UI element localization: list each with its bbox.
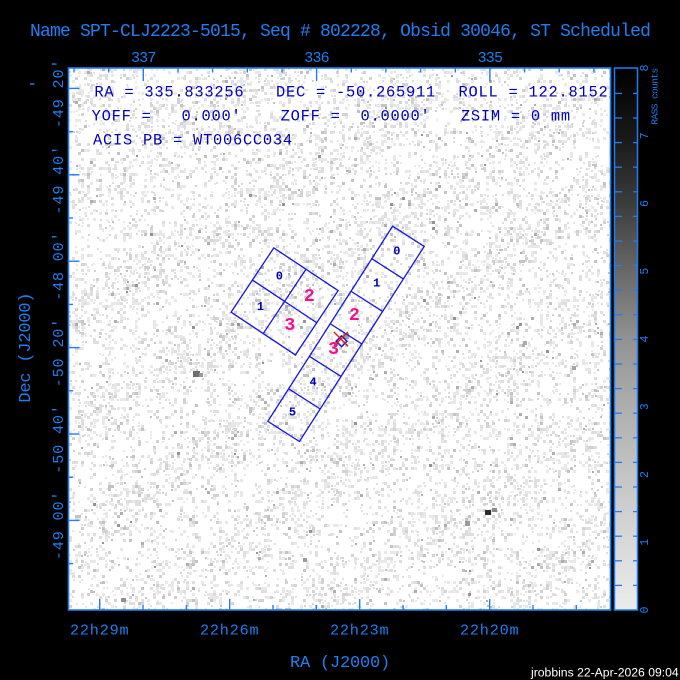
svg-text:-50 40': -50 40' [50, 404, 68, 473]
svg-text:RASS counts: RASS counts [650, 68, 661, 124]
svg-text:-48 00': -48 00' [50, 231, 68, 300]
svg-text:0: 0 [276, 270, 283, 284]
svg-text:2: 2 [304, 286, 315, 307]
svg-text:-49 40': -49 40' [50, 145, 68, 214]
svg-text:5: 5 [289, 406, 296, 420]
svg-text:7: 7 [639, 132, 652, 139]
svg-text:ACIS PB = WT006CC034: ACIS PB = WT006CC034 [93, 132, 293, 150]
svg-text:jrobbins 22-Apr-2026 09:04: jrobbins 22-Apr-2026 09:04 [530, 666, 679, 680]
svg-text:22h29m: 22h29m [70, 621, 129, 639]
svg-text:-49 00': -49 00' [50, 491, 68, 560]
svg-text:1: 1 [257, 300, 264, 314]
svg-text:3: 3 [639, 403, 652, 410]
svg-text:335: 335 [478, 50, 503, 67]
svg-text:4: 4 [309, 376, 316, 390]
svg-text:1: 1 [373, 276, 380, 290]
svg-text:ZSIM = 0 mm: ZSIM = 0 mm [461, 108, 571, 126]
svg-text:337: 337 [131, 50, 156, 67]
svg-text:Name SPT-CLJ2223-5015, Seq # 8: Name SPT-CLJ2223-5015, Seq # 802228, Obs… [30, 22, 650, 42]
svg-text:5: 5 [639, 268, 652, 275]
svg-text:22h23m: 22h23m [330, 621, 389, 639]
svg-text:YOFF = 0.000': YOFF = 0.000' [92, 108, 242, 126]
svg-text:2: 2 [639, 471, 652, 478]
svg-text:DEC = -50.265911: DEC = -50.265911 [276, 83, 436, 101]
svg-text:1: 1 [639, 539, 652, 546]
svg-text:6: 6 [639, 200, 652, 207]
svg-text:3: 3 [328, 339, 339, 360]
svg-text:-50 20': -50 20' [50, 318, 68, 387]
svg-text:22h20m: 22h20m [460, 621, 519, 639]
svg-text:3: 3 [284, 315, 295, 336]
svg-text:RA = 335.833256: RA = 335.833256 [94, 83, 244, 101]
svg-text:0: 0 [639, 606, 652, 613]
svg-text:RA (J2000): RA (J2000) [290, 654, 390, 673]
svg-text:-49 20': -49 20' [50, 59, 68, 128]
svg-text:0: 0 [393, 244, 400, 258]
svg-text:ROLL = 122.8152: ROLL = 122.8152 [459, 83, 609, 101]
svg-text:336: 336 [304, 50, 329, 67]
svg-text:2: 2 [349, 305, 360, 326]
svg-text:8: 8 [639, 64, 652, 71]
svg-text:22h26m: 22h26m [200, 621, 259, 639]
svg-text:ZOFF = 0.0000': ZOFF = 0.0000' [281, 108, 431, 126]
svg-text:4: 4 [639, 335, 652, 342]
svg-text:Dec (J2000): Dec (J2000) [17, 293, 36, 403]
